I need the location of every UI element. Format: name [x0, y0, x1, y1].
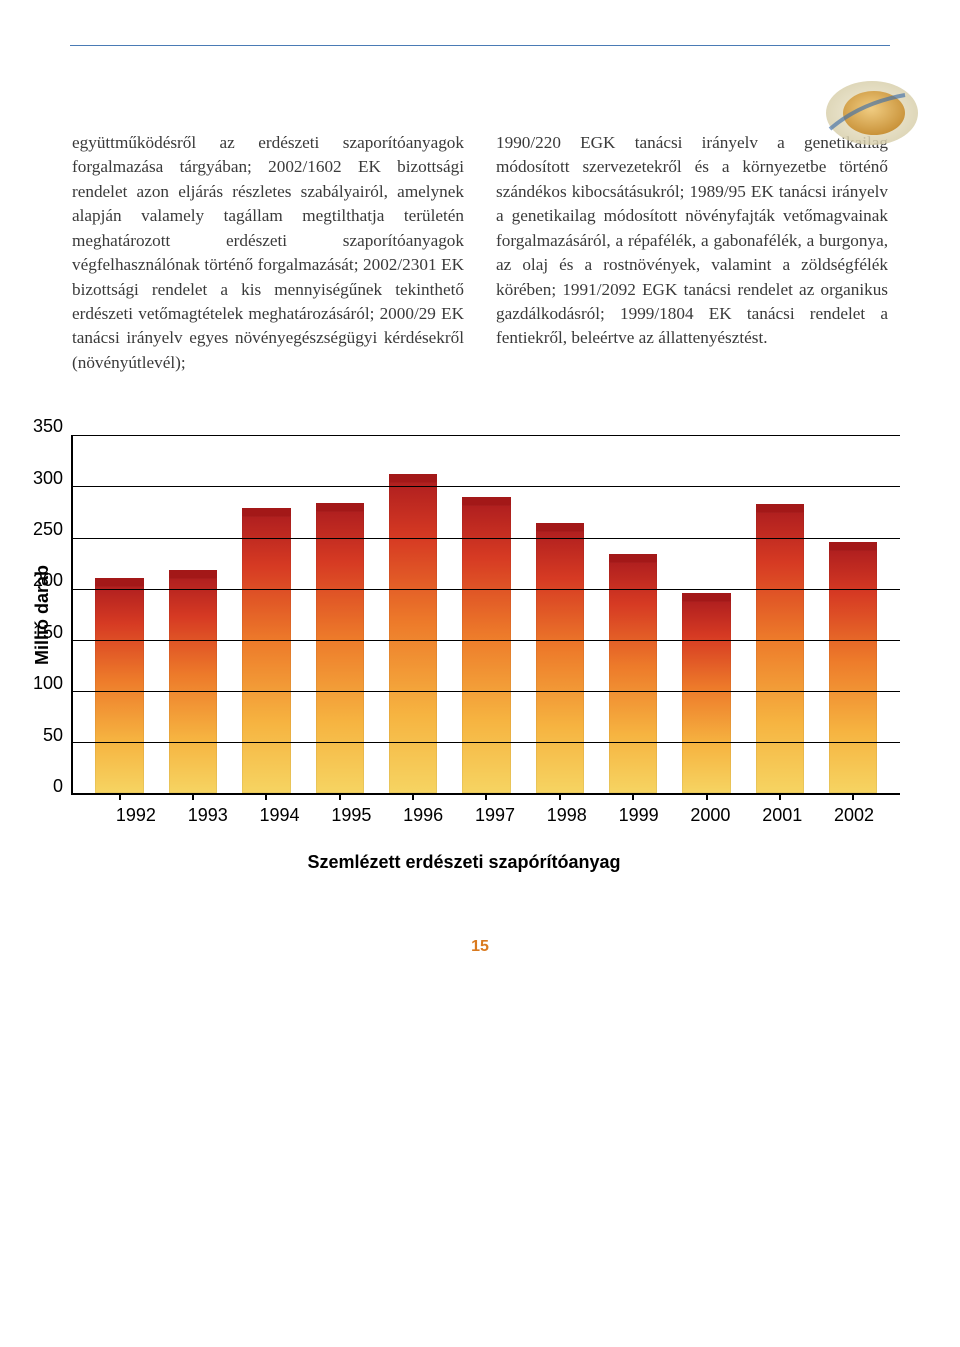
corner-logo	[810, 73, 920, 148]
chart-gridline	[73, 589, 900, 590]
chart-x-tick-mark	[852, 793, 854, 800]
text-column-left: együttműködésről az erdészeti szaporító­…	[72, 131, 464, 375]
chart-bar-slot	[303, 435, 376, 793]
text-column-right: 1990/220 EGK tanácsi irányelv a genetika…	[496, 131, 888, 375]
page-number: 15	[0, 938, 960, 956]
chart-bar-slot	[743, 435, 816, 793]
chart-bars-group	[73, 435, 900, 793]
chart-title: Szemlézett erdészeti szapórítóanyag	[28, 852, 900, 873]
chart-x-tick-mark	[119, 793, 121, 800]
chart-area: Millió darab 350300250200150100500	[28, 435, 900, 795]
chart-x-tick-label: 1997	[459, 805, 531, 826]
chart-bar	[242, 508, 290, 793]
chart-gridline	[73, 691, 900, 692]
chart-x-tick-label: 1996	[387, 805, 459, 826]
chart-bar	[169, 570, 217, 793]
chart-x-tick-mark	[779, 793, 781, 800]
chart-x-tick-label: 2001	[746, 805, 818, 826]
chart-gridline	[73, 486, 900, 487]
chart-x-tick-mark	[706, 793, 708, 800]
chart-bar-slot	[670, 435, 743, 793]
chart-bar-slot	[597, 435, 670, 793]
chart-bar-slot	[230, 435, 303, 793]
chart-bar	[536, 523, 584, 793]
chart-x-tick-label: 1993	[172, 805, 244, 826]
chart-x-tick-label: 1998	[531, 805, 603, 826]
chart-bar	[609, 554, 657, 793]
chart-bar	[316, 503, 364, 793]
chart-x-tick-mark	[339, 793, 341, 800]
chart-x-tick-mark	[485, 793, 487, 800]
body-paragraph-left: együttműködésről az erdészeti szaporító­…	[72, 131, 464, 375]
chart-x-tick-mark	[265, 793, 267, 800]
chart-bar-slot	[523, 435, 596, 793]
document-page: együttműködésről az erdészeti szaporító­…	[0, 45, 960, 986]
chart-gridline	[73, 742, 900, 743]
body-paragraph-right: 1990/220 EGK tanácsi irányelv a genetika…	[496, 131, 888, 351]
chart-bar	[756, 504, 804, 793]
chart-bar	[682, 593, 730, 793]
chart-gridline	[73, 435, 900, 436]
chart-bar-slot	[450, 435, 523, 793]
chart-x-tick-label: 1999	[603, 805, 675, 826]
chart-x-tick-mark	[559, 793, 561, 800]
chart-y-axis: 350300250200150100500	[57, 435, 71, 795]
chart-bar-slot	[83, 435, 156, 793]
chart-bar-slot	[156, 435, 229, 793]
bar-chart-container: Millió darab 350300250200150100500 19921…	[0, 415, 960, 883]
chart-x-tick-label: 1992	[100, 805, 172, 826]
chart-x-tick-mark	[412, 793, 414, 800]
chart-bar-slot	[376, 435, 449, 793]
chart-plot-area	[71, 435, 900, 795]
chart-x-tick-label: 1994	[244, 805, 316, 826]
chart-gridline	[73, 538, 900, 539]
chart-x-tick-label: 2002	[818, 805, 890, 826]
chart-bar	[462, 497, 510, 794]
chart-x-tick-mark	[192, 793, 194, 800]
chart-gridline	[73, 640, 900, 641]
chart-bar-slot	[817, 435, 890, 793]
chart-bar	[829, 542, 877, 794]
chart-bar	[389, 474, 437, 793]
chart-bar	[95, 578, 143, 793]
chart-x-tick-mark	[632, 793, 634, 800]
chart-x-tick-label: 1995	[315, 805, 387, 826]
chart-x-tick-label: 2000	[675, 805, 747, 826]
